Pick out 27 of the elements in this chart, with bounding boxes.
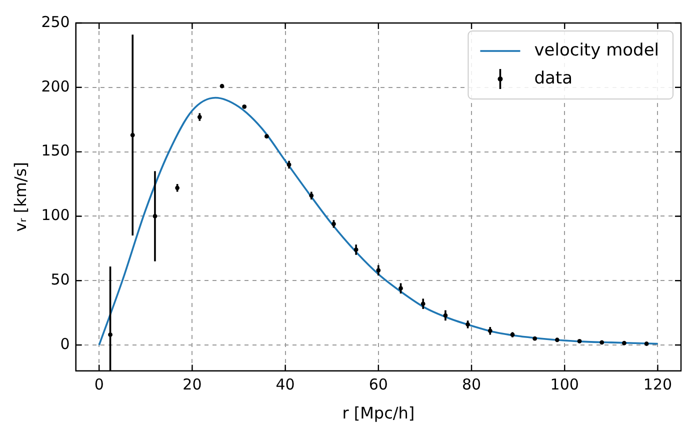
y-axis-title: vᵣ [km/s] (10, 162, 30, 232)
y-tick-label: 150 (41, 142, 70, 160)
x-tick-label: 20 (182, 376, 202, 394)
y-tick-label: 200 (41, 77, 70, 96)
point (264, 134, 269, 139)
x-tick-label: 0 (94, 376, 104, 394)
x-axis-title: r [Mpc/h] (342, 404, 415, 423)
point (577, 338, 582, 344)
y-tick-label: 100 (41, 206, 70, 224)
line-series (98, 96, 659, 346)
point (644, 342, 649, 346)
point (622, 340, 626, 346)
point (220, 84, 224, 88)
legend-label: velocity model (534, 40, 660, 60)
point (532, 336, 538, 341)
y-tick-label: 250 (41, 12, 70, 31)
point (600, 340, 604, 345)
legend-label: data (534, 68, 573, 88)
point (554, 338, 560, 342)
x-tick-label: 100 (550, 376, 579, 394)
x-tick-label: 40 (276, 376, 295, 394)
x-tick-label: 60 (368, 376, 388, 394)
x-tick-label: 80 (462, 376, 482, 394)
x-tick-label: 120 (643, 376, 672, 394)
y-tick-label: 50 (50, 270, 70, 289)
point (242, 104, 247, 109)
y-tick-label: 0 (60, 334, 70, 353)
